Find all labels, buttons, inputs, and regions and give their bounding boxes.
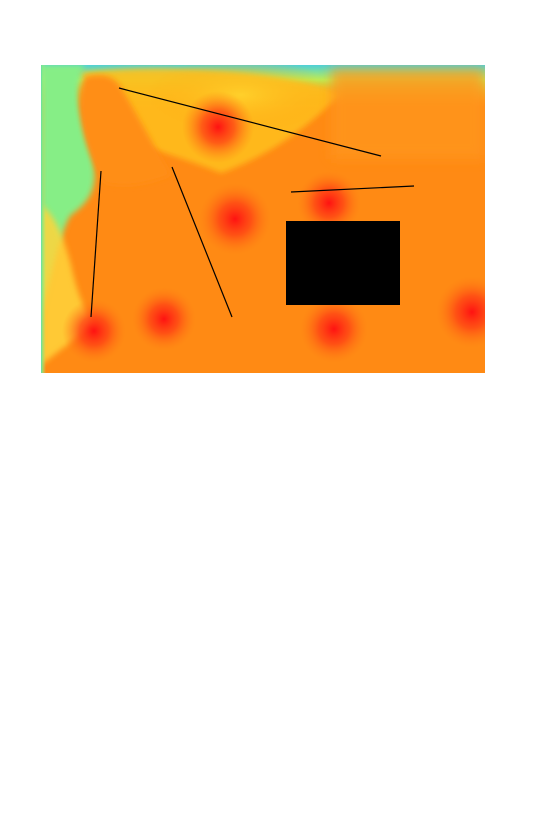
wall-segment-2 [290, 185, 415, 193]
hotspot-ap-1 [182, 91, 254, 163]
coverage-heatmap [41, 65, 485, 373]
wall-segment-3 [90, 170, 102, 318]
obstacle-block [286, 221, 400, 305]
wall-segment-1 [118, 87, 382, 157]
coverage-left-edge [41, 65, 46, 373]
hotspot-ap-4 [62, 299, 126, 363]
hotspot-ap-3 [297, 171, 361, 235]
hotspot-ap-6 [300, 295, 368, 363]
wall-segment-4 [171, 166, 233, 318]
fan-wedge [80, 75, 171, 186]
hotspot-ap-2 [199, 183, 271, 255]
coverage-right-band [331, 69, 485, 159]
hotspot-ap-7 [436, 276, 485, 348]
hotspot-ap-5 [132, 287, 196, 351]
